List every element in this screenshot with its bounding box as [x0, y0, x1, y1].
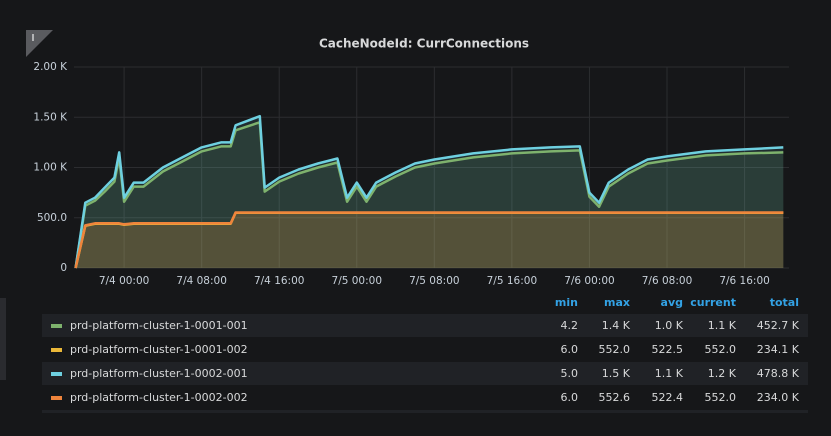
legend-name[interactable]: prd-platform-cluster-1-0002-001	[70, 367, 248, 380]
legend-value: 478.8 K	[757, 367, 800, 380]
legend-table: min max avg current total prd-platform-cluste…	[42, 296, 808, 413]
legend-value: 5.0	[561, 367, 579, 380]
legend-value: 1.2 K	[708, 367, 737, 380]
y-tick-label: 500.0	[37, 212, 67, 224]
plot-area: 0 500.0 1.00 K 1.50 K 2.00 K 7/4 00:00 7/4 08:…	[33, 61, 789, 287]
legend-name[interactable]: prd-platform-cluster-1-0001-002	[70, 343, 248, 356]
x-tick-label: 7/6 00:00	[564, 275, 615, 287]
chart-title: CacheNodeId: CurrConnections	[319, 37, 529, 51]
x-tick-label: 7/4 08:00	[176, 275, 227, 287]
legend-row	[42, 362, 808, 385]
y-tick-label: 1.00 K	[33, 162, 68, 174]
y-tick-label: 0	[60, 262, 67, 274]
series-line	[74, 114, 784, 269]
legend-value: 1.1 K	[708, 319, 737, 332]
legend-header: total	[770, 296, 799, 309]
x-tick-label: 7/5 00:00	[332, 275, 383, 287]
scroll-track	[0, 298, 6, 380]
series-area	[75, 212, 784, 268]
legend-name[interactable]: prd-platform-cluster-1-0002-002	[70, 391, 248, 404]
legend-value: 1.4 K	[602, 319, 631, 332]
y-tick-label: 1.50 K	[33, 111, 68, 123]
legend-name[interactable]: prd-platform-cluster-1-0001-001	[70, 319, 248, 332]
legend-bottom	[42, 410, 808, 413]
x-tick-label: 7/6 08:00	[642, 275, 693, 287]
legend-value: 522.4	[652, 391, 684, 404]
series-area	[75, 212, 784, 268]
legend-header: min	[555, 296, 578, 309]
legend-header: current	[690, 296, 736, 309]
legend-row	[42, 338, 808, 361]
legend-value: 522.5	[652, 343, 684, 356]
x-tick-label: 7/4 00:00	[99, 275, 150, 287]
x-tick-label: 7/4 16:00	[254, 275, 305, 287]
legend-row	[42, 314, 808, 337]
legend-value: 1.0 K	[655, 319, 684, 332]
legend-value: 1.5 K	[602, 367, 631, 380]
series-line	[74, 211, 784, 269]
legend-value: 234.1 K	[757, 343, 800, 356]
x-tick-label: 7/6 16:00	[719, 275, 770, 287]
y-tick-label: 2.00 K	[33, 61, 68, 73]
series-area	[75, 122, 784, 268]
x-tick-label: 7/5 16:00	[487, 275, 538, 287]
legend-value: 552.0	[705, 343, 737, 356]
legend-value: 6.0	[561, 391, 579, 404]
legend-value: 552.0	[599, 343, 631, 356]
legend-row	[42, 386, 808, 409]
legend-value: 552.6	[599, 391, 631, 404]
legend-header: max	[604, 296, 630, 309]
legend-header: avg	[661, 296, 683, 309]
x-tick-label: 7/5 08:00	[409, 275, 460, 287]
legend-value: 4.2	[561, 319, 579, 332]
series-area	[75, 116, 784, 268]
legend-value: 1.1 K	[655, 367, 684, 380]
legend-value: 234.0 K	[757, 391, 800, 404]
legend-value: 452.7 K	[757, 319, 800, 332]
legend-value: 6.0	[561, 343, 579, 356]
legend-value: 552.0	[705, 391, 737, 404]
